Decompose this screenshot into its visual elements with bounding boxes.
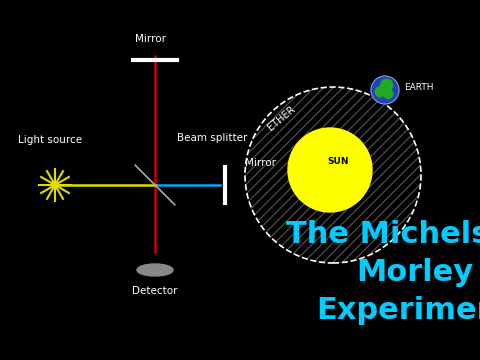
Circle shape	[375, 87, 385, 97]
Text: Beam splitter: Beam splitter	[177, 133, 247, 143]
Circle shape	[381, 79, 393, 91]
Ellipse shape	[137, 264, 173, 276]
Circle shape	[288, 128, 372, 212]
Text: Experiment: Experiment	[317, 296, 480, 325]
Text: SUN: SUN	[327, 158, 349, 166]
Text: EARTH: EARTH	[404, 82, 433, 91]
Circle shape	[52, 182, 58, 188]
Text: Light source: Light source	[18, 135, 82, 145]
Text: The Michelson-: The Michelson-	[286, 220, 480, 249]
Text: Mirror: Mirror	[134, 34, 166, 44]
Text: ETHER: ETHER	[265, 104, 297, 132]
Text: Mirror: Mirror	[245, 158, 276, 168]
Text: Detector: Detector	[132, 286, 178, 296]
Text: Morley: Morley	[356, 258, 474, 287]
Circle shape	[384, 89, 393, 98]
Circle shape	[371, 76, 399, 104]
